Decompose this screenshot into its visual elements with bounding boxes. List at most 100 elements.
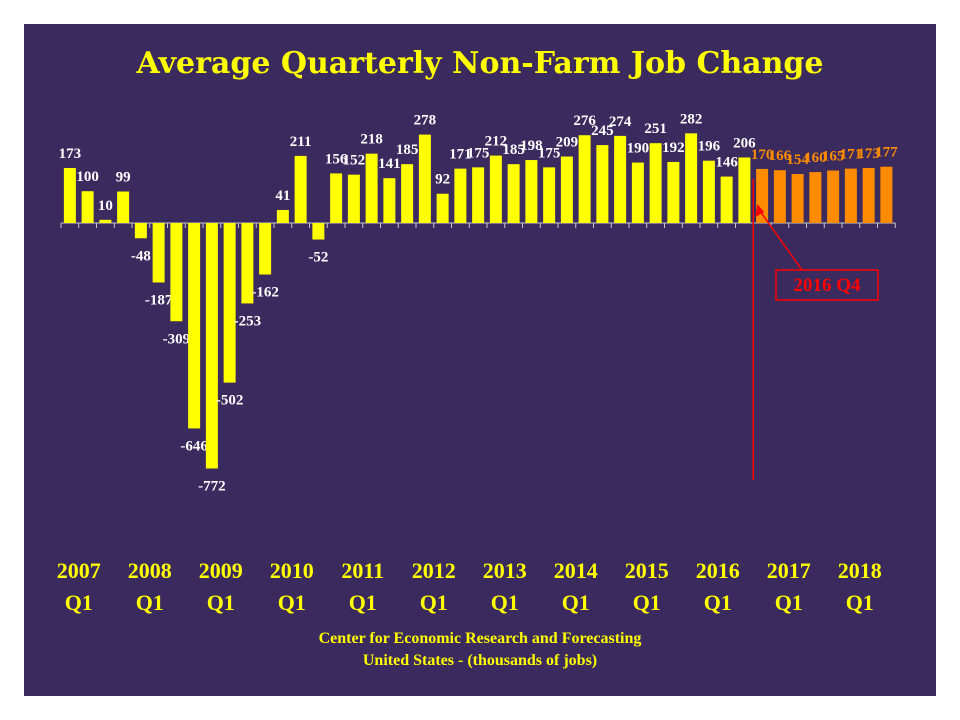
x-tick-label-quarter: Q1 (846, 590, 874, 615)
x-tick-label-quarter: Q1 (349, 590, 377, 615)
data-label: 173 (857, 146, 880, 162)
data-label: 175 (538, 145, 561, 161)
chart-title: Average Quarterly Non-Farm Job Change (136, 46, 824, 81)
data-label: -646 (180, 438, 208, 454)
actual-bar (81, 191, 94, 223)
x-tick-label-year: 2010 (270, 558, 314, 583)
actual-bar (525, 160, 538, 223)
actual-bar (152, 223, 165, 283)
data-label: 160 (804, 150, 827, 166)
data-label: 100 (76, 169, 99, 185)
actual-bar (223, 223, 236, 383)
actual-bar (401, 164, 414, 223)
data-label: 99 (116, 170, 131, 186)
actual-bar (170, 223, 183, 322)
data-label: 166 (769, 148, 792, 164)
actual-bar (205, 223, 218, 469)
data-label: -187 (145, 292, 173, 308)
actual-bar (507, 164, 520, 223)
forecast-bar (880, 166, 893, 223)
actual-bar (365, 153, 378, 223)
data-label: 196 (698, 139, 721, 155)
forecast-bar (809, 172, 822, 223)
actual-bar (312, 223, 325, 240)
data-label: 177 (875, 145, 898, 161)
data-label: 146 (715, 155, 738, 171)
actual-bar (188, 223, 201, 429)
x-tick-label-year: 2008 (128, 558, 172, 583)
actual-bar (631, 162, 644, 223)
data-label: -48 (131, 248, 151, 264)
data-label: 282 (680, 111, 703, 127)
actual-bar (63, 167, 76, 223)
data-label: 175 (467, 145, 490, 161)
data-label: 141 (378, 156, 401, 172)
data-label: 165 (822, 149, 845, 165)
data-label: 276 (573, 113, 596, 129)
data-label: -502 (216, 393, 244, 409)
data-label: 192 (662, 140, 685, 156)
x-tick-label-year: 2016 (696, 558, 740, 583)
data-label: 251 (644, 121, 667, 137)
actual-bar (720, 176, 733, 223)
forecast-bar (791, 174, 804, 223)
actual-bar (436, 193, 449, 223)
actual-bar (294, 155, 307, 223)
actual-bar (99, 219, 112, 223)
x-tick-label-quarter: Q1 (207, 590, 235, 615)
actual-bar (738, 157, 751, 223)
actual-bar (330, 173, 343, 223)
data-label: 171 (840, 147, 863, 163)
data-label: -253 (234, 313, 262, 329)
data-label: 171 (449, 147, 472, 163)
data-label: 92 (435, 172, 450, 188)
data-label: -162 (251, 285, 279, 301)
x-tick-label-quarter: Q1 (420, 590, 448, 615)
x-tick-label-year: 2017 (767, 558, 811, 583)
x-tick-label-quarter: Q1 (704, 590, 732, 615)
actual-bar (383, 178, 396, 223)
data-label: 245 (591, 123, 614, 139)
chart-slide: Average Quarterly Non-Farm Job Change 17… (24, 24, 936, 696)
data-label: 10 (98, 198, 113, 214)
actual-bar (667, 161, 680, 223)
data-label: 198 (520, 138, 543, 154)
actual-bar (702, 160, 715, 223)
x-tick-label-quarter: Q1 (775, 590, 803, 615)
data-label: 278 (414, 113, 437, 129)
actual-bar (614, 135, 627, 223)
x-tick-label-year: 2012 (412, 558, 456, 583)
data-label: 41 (275, 188, 290, 204)
footer-source: Center for Economic Research and Forecas… (318, 630, 642, 647)
data-label: 212 (485, 134, 508, 150)
forecast-bar (844, 168, 857, 223)
data-label: -52 (308, 250, 328, 266)
x-tick-label-year: 2014 (554, 558, 598, 583)
actual-bar (472, 167, 485, 223)
actual-bar (685, 133, 698, 223)
data-label: 274 (609, 114, 632, 130)
data-label: 156 (325, 151, 348, 167)
actual-bar (259, 223, 272, 275)
data-label: -772 (198, 478, 226, 494)
x-tick-label-quarter: Q1 (491, 590, 519, 615)
actual-bar (489, 155, 502, 223)
data-label: 211 (290, 134, 312, 150)
actual-bar (276, 209, 289, 223)
forecast-bar (827, 170, 840, 223)
x-tick-label-year: 2018 (838, 558, 882, 583)
actual-bar (596, 145, 609, 223)
actual-bar (134, 223, 147, 239)
data-label: 218 (360, 132, 383, 148)
x-tick-label-year: 2011 (341, 558, 384, 583)
x-tick-label-year: 2009 (199, 558, 243, 583)
data-label: 173 (59, 146, 82, 162)
x-tick-label-quarter: Q1 (65, 590, 93, 615)
forecast-bar (773, 170, 786, 223)
actual-bar (454, 168, 467, 223)
x-tick-label-quarter: Q1 (633, 590, 661, 615)
x-tick-label-quarter: Q1 (278, 590, 306, 615)
actual-bar (543, 167, 556, 223)
actual-bar (241, 223, 254, 304)
